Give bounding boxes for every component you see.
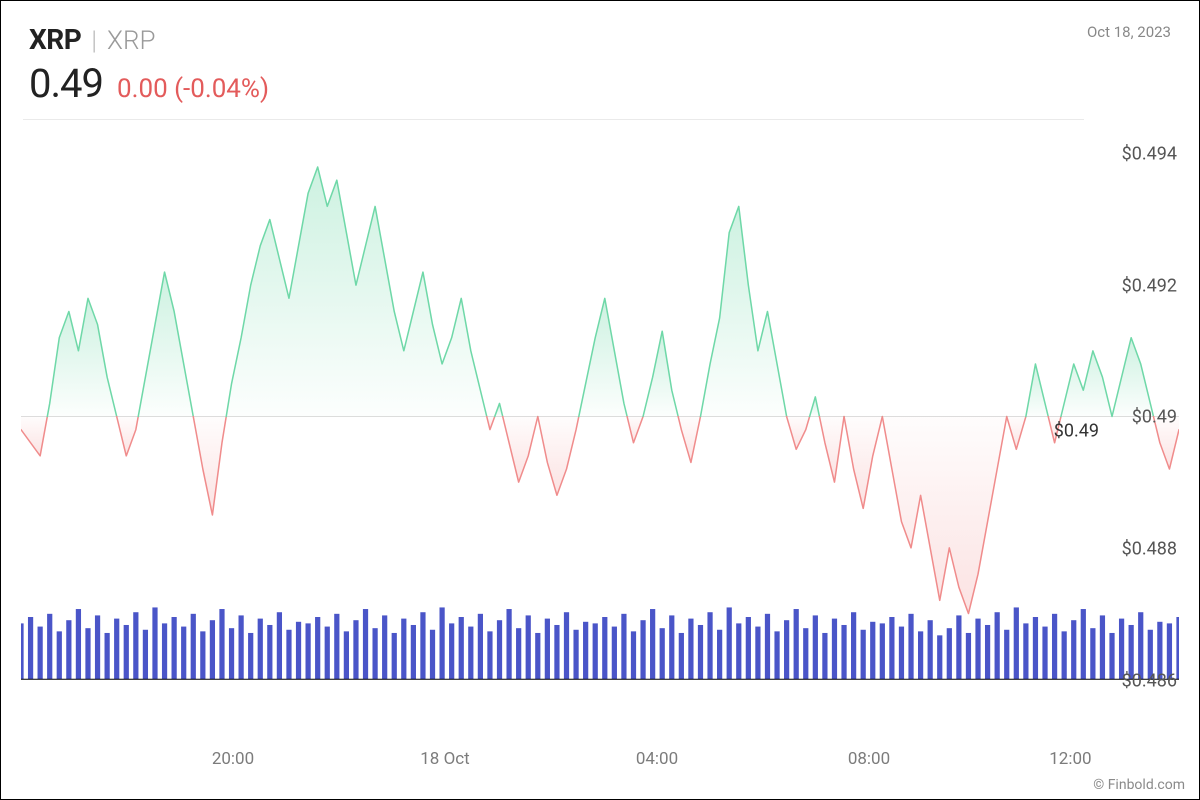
y-tick-label: $0.494 <box>1122 143 1177 164</box>
title-row: XRP | XRP <box>29 23 269 56</box>
y-tick-label: $0.486 <box>1122 671 1177 692</box>
y-axis-labels: $0.494$0.492$0.49$0.488$0.486$0.49 <box>1087 121 1177 744</box>
x-axis-labels: 20:0018 Oct04:0008:0012:00 <box>21 749 1079 771</box>
current-price: 0.49 <box>29 60 103 107</box>
price-row: 0.49 0.00 (-0.04%) <box>29 60 269 107</box>
x-tick-label: 12:00 <box>1049 749 1091 769</box>
chart-header: XRP | XRP 0.49 0.00 (-0.04%) Oct 18, 202… <box>1 1 1199 115</box>
title-separator: | <box>91 26 97 56</box>
x-tick-label: 20:00 <box>212 749 254 769</box>
attribution-text: © Finbold.com <box>1093 777 1185 793</box>
price-change: 0.00 (-0.04%) <box>117 74 269 104</box>
x-tick-label: 08:00 <box>848 749 890 769</box>
x-tick-label: 18 Oct <box>420 749 469 769</box>
ticker-symbol: XRP <box>29 23 81 56</box>
asset-name: XRP <box>107 26 155 56</box>
current-price-tag: $0.49 <box>1054 420 1099 441</box>
y-tick-label: $0.488 <box>1122 539 1177 560</box>
header-divider <box>23 119 1084 120</box>
chart-date: Oct 18, 2023 <box>1087 23 1171 41</box>
x-tick-label: 04:00 <box>636 749 678 769</box>
price-chart[interactable] <box>21 121 1179 744</box>
y-tick-label: $0.492 <box>1122 275 1177 296</box>
header-left: XRP | XRP 0.49 0.00 (-0.04%) <box>29 23 269 107</box>
y-tick-label: $0.49 <box>1132 407 1177 428</box>
chart-canvas <box>21 121 1179 744</box>
